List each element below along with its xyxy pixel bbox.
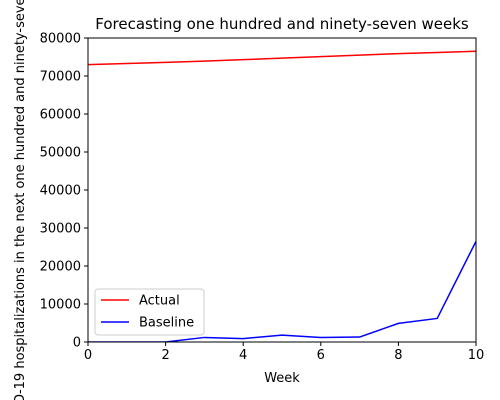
y-tick-label: 60000 (40, 108, 81, 123)
legend-label-baseline: Baseline (139, 316, 194, 331)
series-line-actual (88, 50, 476, 66)
x-axis-label: Week (264, 371, 300, 386)
x-tick-label: 2 (161, 348, 169, 363)
y-tick-label: 10000 (40, 298, 81, 313)
legend-label-actual: Actual (139, 294, 180, 309)
y-tick-label: 30000 (40, 222, 81, 237)
x-tick-label: 6 (317, 348, 325, 363)
chart-title: Forecasting one hundred and ninety-seven… (95, 15, 469, 33)
series-line-baseline (88, 240, 476, 342)
y-axis-label: COVID-19 hospitalizations in the next on… (13, 0, 28, 400)
plot-area (88, 50, 476, 342)
y-tick-label: 70000 (40, 70, 81, 85)
x-axis: 0 2 4 6 8 10 (84, 342, 484, 363)
y-tick-label: 50000 (40, 146, 81, 161)
y-tick-label: 20000 (40, 260, 81, 275)
legend: Actual Baseline (94, 288, 205, 336)
y-axis: 0 10000 20000 30000 40000 50000 60000 70000 8000… (40, 32, 88, 351)
y-tick-label: 40000 (40, 184, 81, 199)
x-tick-label: 10 (468, 348, 485, 363)
x-tick-label: 8 (394, 348, 402, 363)
x-tick-label: 4 (239, 348, 247, 363)
x-tick-label: 0 (84, 348, 92, 363)
y-tick-label: 0 (73, 336, 81, 351)
y-tick-label: 80000 (40, 32, 81, 47)
